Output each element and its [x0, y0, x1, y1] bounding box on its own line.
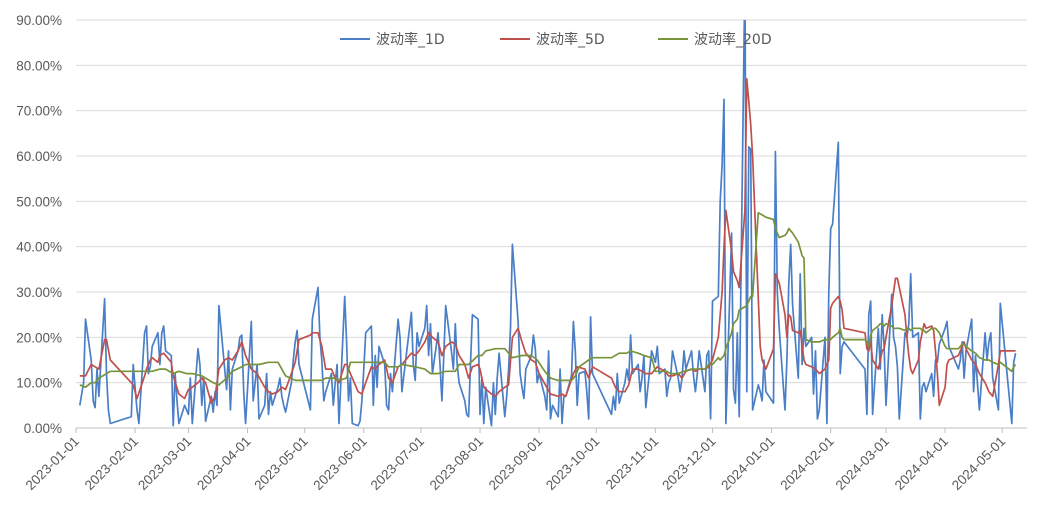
plot-area: [78, 20, 1017, 427]
x-tick-label: 2024-05-01: [949, 434, 1008, 493]
x-tick-label: 2023-09-01: [486, 434, 545, 493]
legend-label: 波动率_20D: [694, 31, 772, 48]
x-tick-label: 2023-02-01: [82, 434, 141, 493]
x-tick-label: 2023-05-01: [251, 434, 310, 493]
x-tick-label: 2023-03-01: [135, 434, 194, 493]
x-tick-label: 2024-03-01: [833, 434, 892, 493]
x-tick-label: 2023-07-01: [368, 434, 427, 493]
x-tick-label: 2024-02-01: [777, 434, 836, 493]
x-tick-label: 2023-08-01: [427, 434, 486, 493]
y-tick-label: 80.00%: [16, 58, 62, 73]
x-tick-label: 2023-04-01: [194, 434, 253, 493]
legend: 波动率_1D 波动率_5D 波动率_20D: [340, 31, 772, 48]
y-tick-label: 0.00%: [24, 421, 62, 436]
x-tick-label: 2023-06-01: [310, 434, 369, 493]
y-tick-label: 90.00%: [16, 13, 62, 28]
series-line-1: [78, 20, 1017, 427]
series-line-2: [79, 78, 1016, 407]
x-tick-label: 2024-04-01: [892, 434, 951, 493]
x-tick-label: 2023-12-01: [659, 434, 718, 493]
y-tick-label: 40.00%: [16, 240, 62, 255]
gridlines: [76, 19, 1027, 429]
x-tick-label: 2023-01-01: [23, 434, 82, 493]
y-tick-label: 30.00%: [16, 285, 62, 300]
x-tick-label: 2023-10-01: [543, 434, 602, 493]
y-tick-label: 60.00%: [16, 149, 62, 164]
y-axis: 0.00% 10.00% 20.00% 30.00% 40.00% 50.00% 60.00…: [16, 13, 62, 436]
x-tick-label: 2023-11-01: [603, 434, 662, 493]
y-tick-label: 70.00%: [16, 104, 62, 119]
y-tick-label: 20.00%: [16, 330, 62, 345]
legend-label: 波动率_5D: [536, 31, 605, 48]
x-tick-label: 2024-01-01: [718, 434, 777, 493]
y-tick-label: 50.00%: [16, 194, 62, 209]
y-tick-label: 10.00%: [16, 376, 62, 391]
legend-label: 波动率_1D: [376, 31, 445, 48]
series-line-3: [79, 211, 1017, 389]
